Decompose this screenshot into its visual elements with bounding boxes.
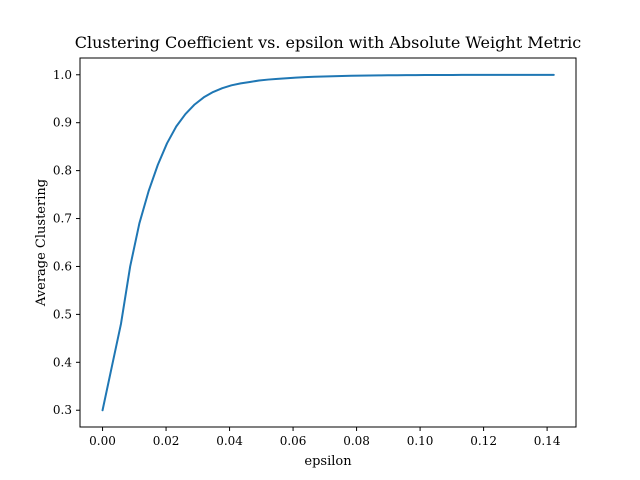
y-tick-label: 0.6 [53,259,72,273]
x-tick-label: 0.08 [343,434,370,448]
y-tick-label: 0.9 [53,116,72,130]
y-axis-label: Average Clustering [34,179,49,307]
y-tick-label: 0.5 [53,307,72,321]
plot-frame [79,57,577,428]
y-tick-label: 0.7 [53,212,72,226]
x-tick-label: 0.00 [89,434,116,448]
y-tick-label: 0.4 [53,355,72,369]
x-axis-label: epsilon [304,454,352,469]
chart-title: Clustering Coefficient vs. epsilon with … [75,33,581,52]
y-tick-label: 1.0 [53,68,72,82]
y-tick-label: 0.8 [53,164,72,178]
series-line-0 [101,73,555,412]
x-tick-label: 0.14 [534,434,561,448]
x-tick-label: 0.04 [216,434,243,448]
y-axis-ticks: 0.3 0.4 0.5 0.6 0.7 0.8 0.9 1.0 [53,68,80,417]
x-axis-ticks: 0.00 0.02 0.04 0.06 0.08 0.10 0.12 0.14 [89,427,561,448]
x-tick-label: 0.06 [280,434,307,448]
x-tick-label: 0.02 [153,434,180,448]
y-tick-label: 0.3 [53,403,72,417]
x-tick-label: 0.12 [470,434,497,448]
series-group [101,73,555,412]
x-tick-label: 0.10 [407,434,434,448]
